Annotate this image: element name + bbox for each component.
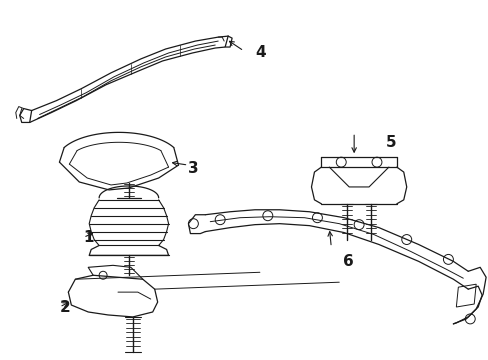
Text: 1: 1 [83, 230, 94, 245]
Text: 4: 4 [254, 45, 265, 60]
Text: 2: 2 [60, 300, 70, 315]
Text: 6: 6 [343, 254, 353, 269]
Text: 3: 3 [188, 161, 199, 176]
Text: 5: 5 [385, 135, 396, 150]
